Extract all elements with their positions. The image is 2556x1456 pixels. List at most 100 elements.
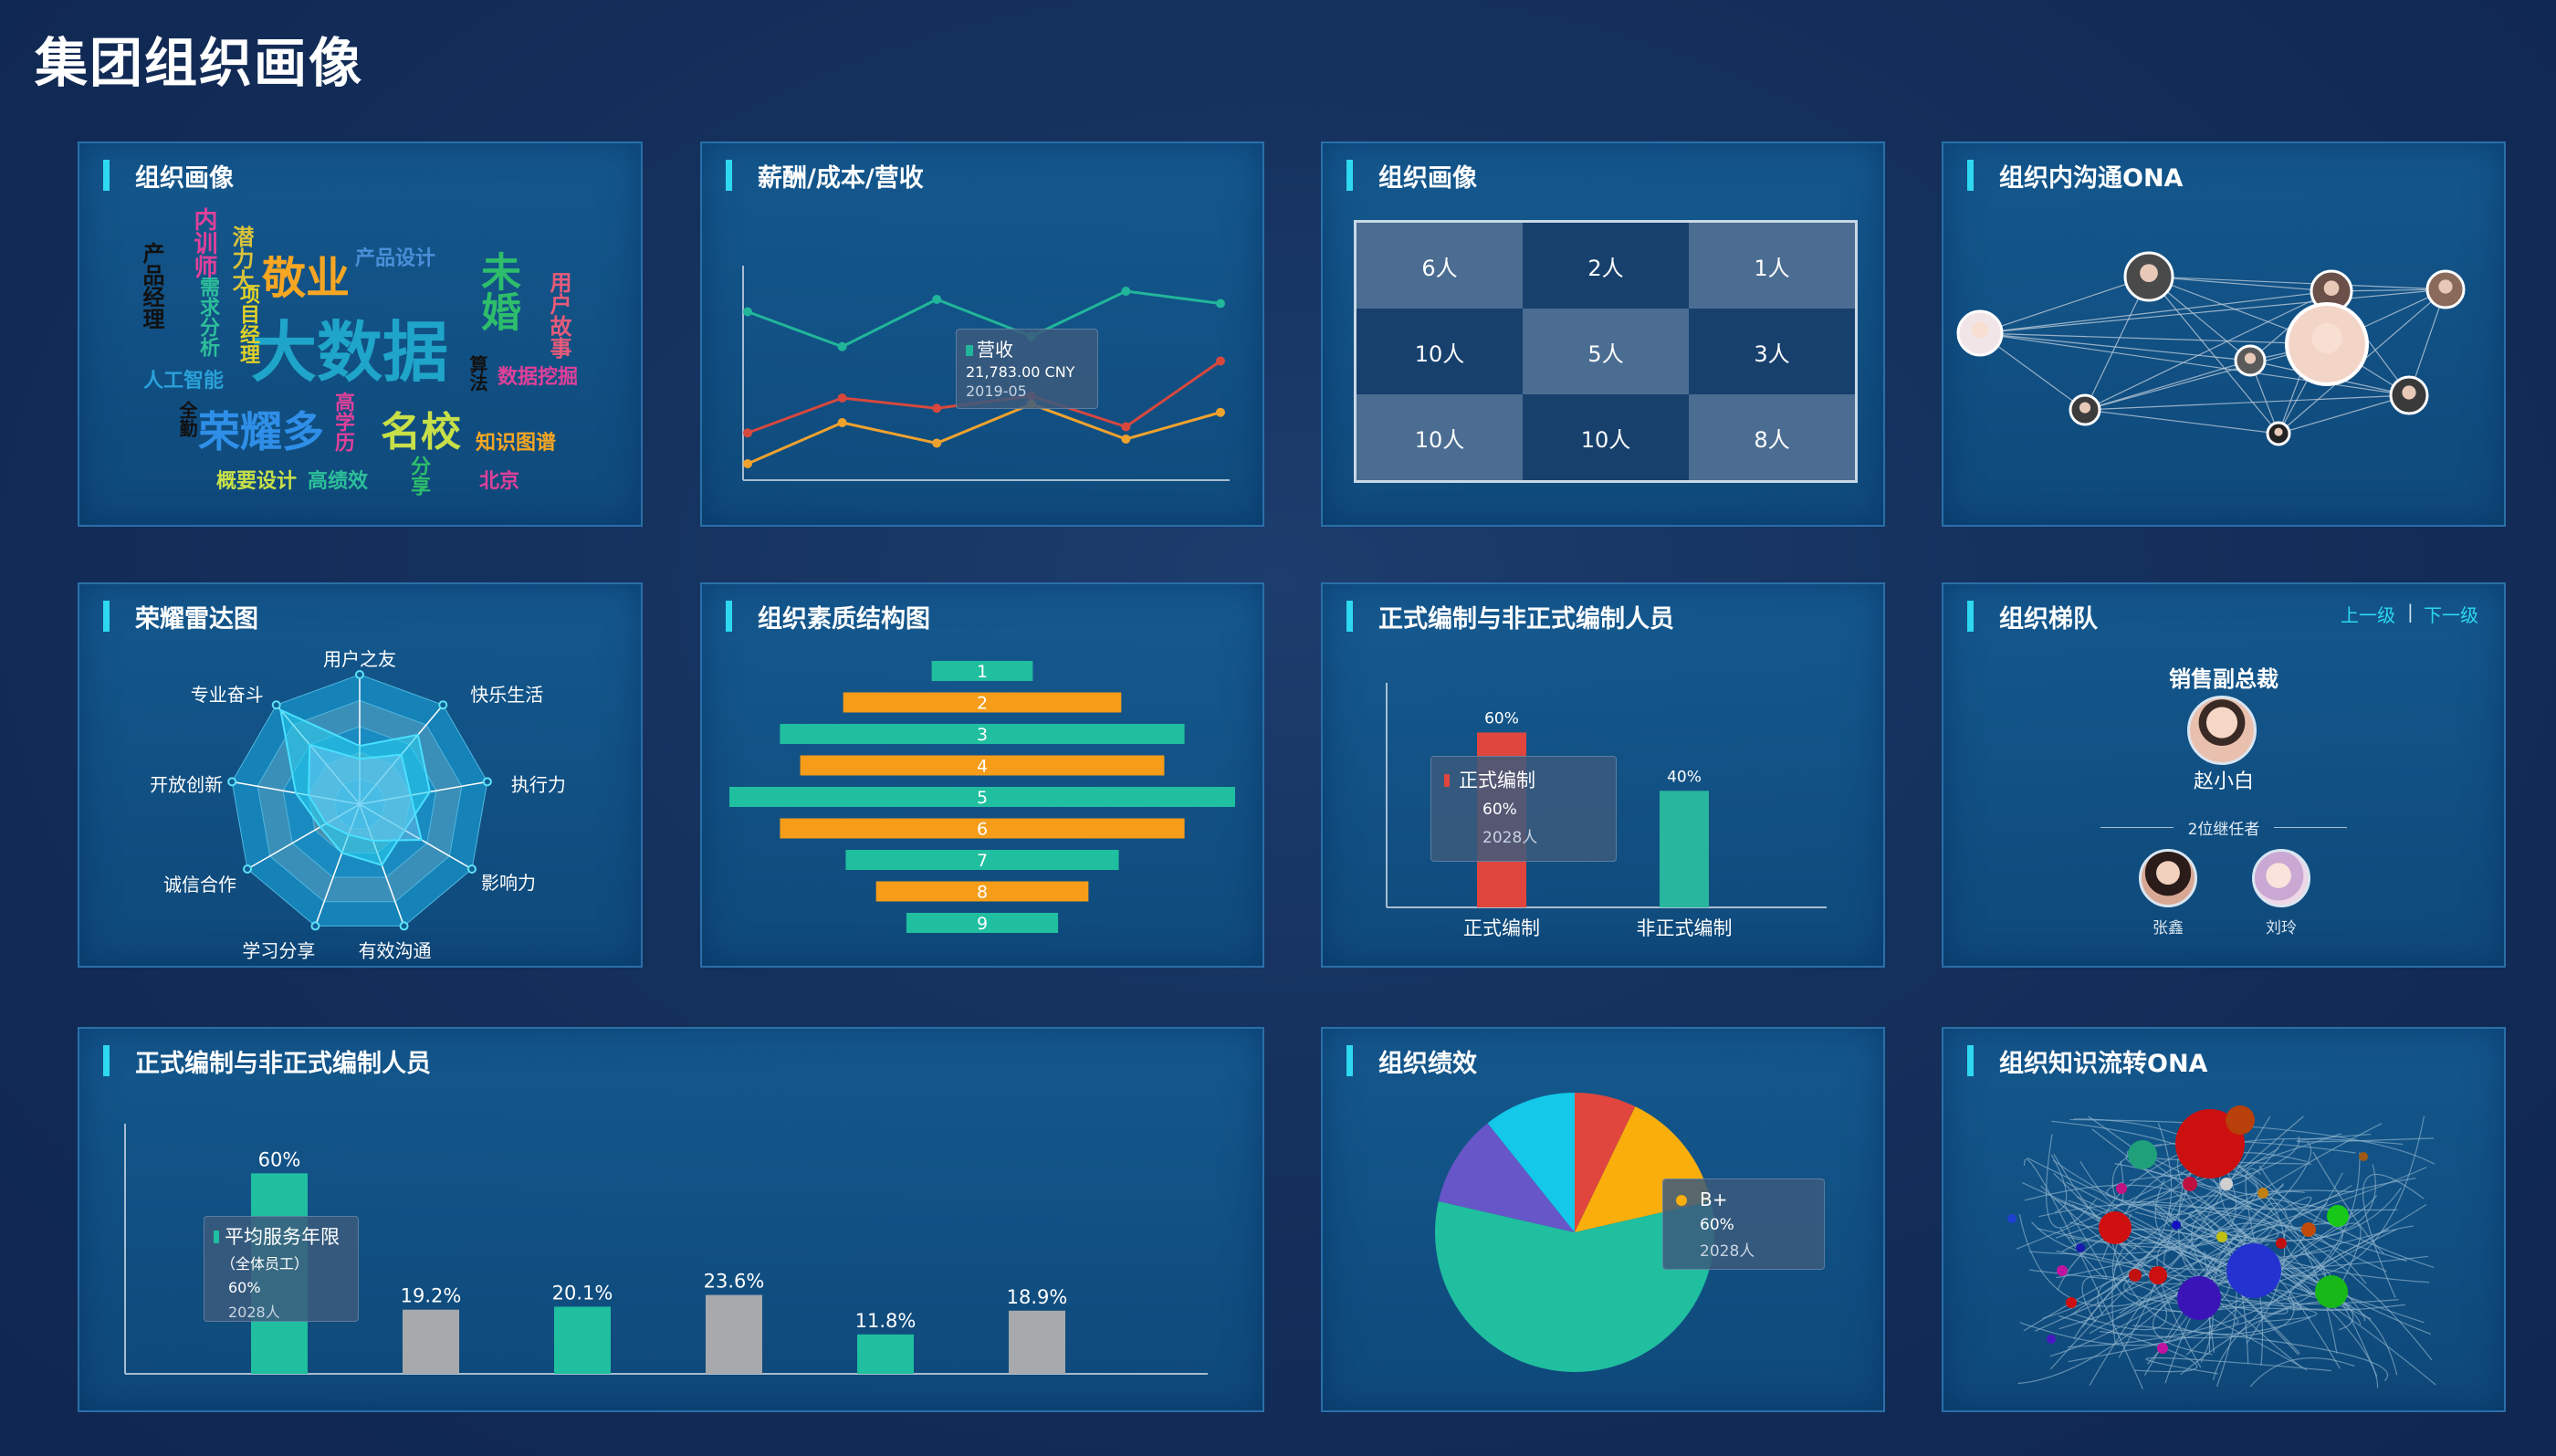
- successor-avatar[interactable]: [2252, 849, 2310, 907]
- panel-title: 组织梯队: [1999, 604, 2098, 634]
- network-node: [2359, 1152, 2368, 1161]
- panel-title: 组织内沟通ONA: [1999, 163, 2184, 193]
- network-node: [2128, 1140, 2157, 1169]
- service-bar: [857, 1334, 914, 1374]
- quality-bar: [843, 692, 1122, 713]
- quality-bar-label: 4: [977, 757, 988, 777]
- radar-axis-end: [466, 864, 477, 874]
- panel-org-performance: 组织绩效 B+ 60% 2028人: [1321, 1027, 1885, 1412]
- word-cloud-term: 数据挖掘: [498, 366, 579, 389]
- network-node: [2183, 1177, 2197, 1191]
- service-tooltip: 平均服务年限 （全体员工） 60% 2028人: [204, 1216, 359, 1322]
- word-cloud-term: 全勤: [176, 401, 198, 437]
- word-cloud-term: 项目经理: [236, 284, 259, 364]
- network-node: [2301, 1222, 2316, 1237]
- radar-axis-label: 学习分享: [242, 939, 315, 961]
- grid-cell[interactable]: 8人: [1689, 394, 1855, 480]
- tooltip-grade: B+: [1700, 1189, 1728, 1210]
- network-edge: [2058, 1315, 2198, 1373]
- leader-avatar[interactable]: [2187, 696, 2257, 765]
- data-point: [1216, 356, 1225, 366]
- quality-bar: [875, 881, 1089, 902]
- title-accent-bar: [1346, 160, 1353, 191]
- panel-ona-communication: 组织内沟通ONA: [1942, 141, 2506, 527]
- word-cloud-term: 高学历: [331, 392, 354, 452]
- network-node: [2149, 1266, 2167, 1284]
- quality-bar-label: 6: [977, 820, 988, 840]
- line-chart-tooltip: 营收 21,783.00 CNY 2019-05: [956, 329, 1098, 409]
- nav-separator: |: [2407, 601, 2414, 623]
- data-point: [743, 459, 752, 468]
- word-cloud-term: 敬业: [262, 253, 351, 304]
- network-node: [2220, 1178, 2233, 1190]
- service-bar-label: 11.8%: [855, 1310, 917, 1332]
- staff-bar-label: 非正式编制: [1637, 917, 1733, 939]
- person-face: [2323, 280, 2340, 297]
- grid-cell[interactable]: 5人: [1523, 309, 1689, 394]
- quality-bar: [931, 661, 1033, 681]
- title-accent-bar: [726, 160, 732, 191]
- successor-avatar[interactable]: [2139, 849, 2197, 907]
- network-edge: [2112, 1147, 2279, 1271]
- word-cloud-term: 荣耀多: [198, 407, 324, 456]
- radar-axis-end: [227, 777, 237, 787]
- network-edge: [2084, 394, 2410, 411]
- service-bar-label: 18.9%: [1007, 1286, 1068, 1308]
- network-edge: [2249, 1356, 2355, 1388]
- panel-title: 荣耀雷达图: [135, 604, 258, 634]
- radar-axis-end: [271, 700, 281, 710]
- network-edge: [2084, 409, 2279, 435]
- title-accent-bar: [1967, 601, 1974, 632]
- prev-level-link[interactable]: 上一级: [2341, 604, 2395, 626]
- grid-cell[interactable]: 10人: [1357, 394, 1523, 480]
- radar-axis-label: 开放创新: [150, 773, 223, 795]
- panel-org-portrait-wordcloud: 组织画像 大数据 敬业 荣耀多 名校 未婚 内训师 潜力大 产品设计 产品经理 需求分析 项目经理 用…: [78, 141, 643, 527]
- radar-axis-end: [310, 921, 320, 931]
- network-node: [2066, 1297, 2077, 1308]
- person-face: [2140, 264, 2158, 282]
- word-cloud-term: 高绩效: [308, 470, 369, 493]
- quality-bar-label: 9: [977, 914, 988, 934]
- word-cloud-term: 大数据: [251, 314, 449, 391]
- word-cloud-term: 未婚: [474, 251, 520, 331]
- series-line: [747, 289, 1221, 349]
- network-edge: [2111, 1140, 2356, 1198]
- tooltip-pct: 60%: [228, 1279, 261, 1296]
- next-level-link[interactable]: 下一级: [2424, 604, 2478, 626]
- tooltip-title: 正式编制: [1459, 770, 1535, 791]
- quality-bar-label: 5: [977, 788, 988, 808]
- radar-axis-end: [482, 777, 492, 787]
- pie-slice: [1487, 1093, 1575, 1232]
- network-edge: [2177, 1156, 2218, 1237]
- panel-title: 正式编制与非正式编制人员: [135, 1049, 431, 1078]
- staff-bar-pct: 40%: [1667, 768, 1702, 786]
- title-accent-bar: [1967, 1045, 1974, 1076]
- word-cloud-term: 知识图谱: [476, 432, 557, 455]
- network-edge: [2153, 1243, 2269, 1356]
- grid-cell[interactable]: 1人: [1689, 223, 1855, 309]
- grid-cell[interactable]: 6人: [1357, 223, 1523, 309]
- grid-cell[interactable]: 10人: [1357, 309, 1523, 394]
- network-edge: [2070, 1123, 2383, 1316]
- network-node: [2157, 1343, 2168, 1354]
- radar-axis-label: 执行力: [511, 773, 566, 795]
- data-point: [837, 341, 847, 351]
- person-face: [2274, 427, 2283, 436]
- quality-bar: [729, 787, 1235, 807]
- title-accent-bar: [1346, 601, 1353, 632]
- grid-cell[interactable]: 3人: [1689, 309, 1855, 394]
- radar-axis-label: 影响力: [481, 872, 536, 894]
- grid-cell[interactable]: 2人: [1523, 223, 1689, 309]
- network-edge: [2163, 1116, 2271, 1268]
- network-edge: [2191, 1189, 2354, 1368]
- communication-network: [1956, 251, 2466, 446]
- staff-bar-label: 正式编制: [1463, 917, 1540, 939]
- series-dot: [1676, 1195, 1687, 1206]
- title-accent-bar: [103, 1045, 110, 1076]
- successor-name: 刘玲: [2266, 919, 2297, 937]
- pie-slice: [1435, 1200, 1714, 1372]
- network-node: [2007, 1214, 2017, 1223]
- pie-slice: [1438, 1123, 1575, 1232]
- network-edge: [2084, 290, 2332, 411]
- grid-cell[interactable]: 10人: [1523, 394, 1689, 480]
